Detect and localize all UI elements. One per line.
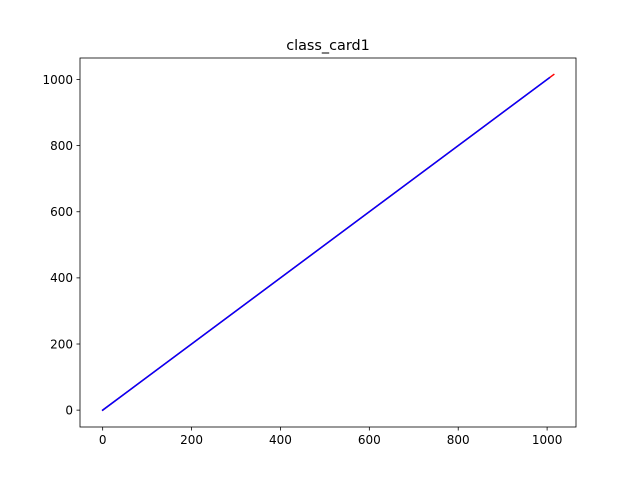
y-tick-label: 600: [50, 205, 73, 219]
series-layer: [101, 73, 555, 412]
plot-area-frame: [79, 57, 577, 428]
series-line-1: [101, 76, 551, 412]
y-tick-label: 800: [50, 139, 73, 153]
x-tick-label: 1000: [532, 433, 563, 447]
y-tick-label: 0: [65, 403, 73, 417]
chart-title: class_card1: [286, 38, 370, 54]
x-tick-label: 0: [99, 433, 107, 447]
x-tick-label: 200: [180, 433, 203, 447]
y-tick-label: 1000: [42, 73, 73, 87]
y-tick-label: 200: [50, 337, 73, 351]
x-tick-label: 600: [358, 433, 381, 447]
x-tick-label: 400: [269, 433, 292, 447]
y-tick-label: 400: [50, 271, 73, 285]
x-tick-label: 800: [447, 433, 470, 447]
y-axis-ticks: 0 200 400 600 800 1000: [42, 73, 80, 417]
x-axis-ticks: 0 200 400 600 800 1000: [99, 427, 563, 447]
